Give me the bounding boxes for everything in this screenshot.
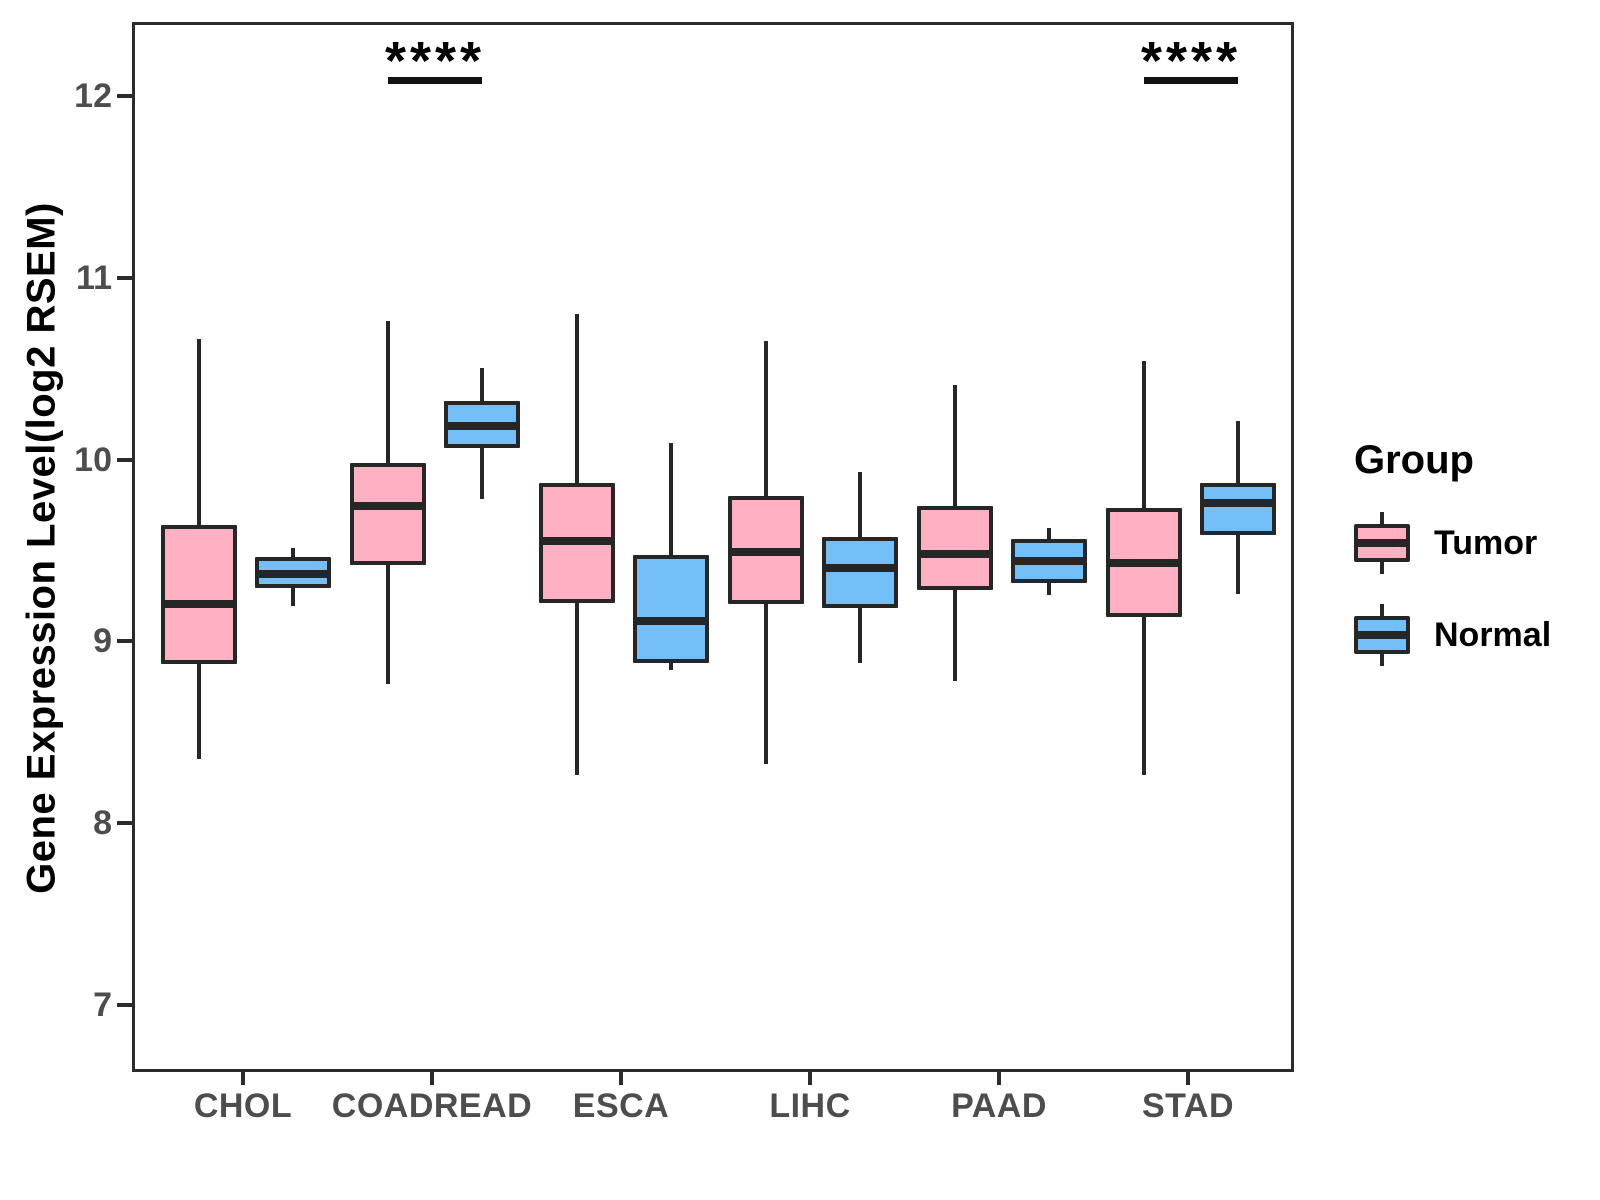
median-esca-tumor <box>539 536 615 545</box>
legend: Group Tumor Normal <box>1354 438 1551 667</box>
median-lihc-normal <box>822 564 898 573</box>
x-tick-label-paad: PAAD <box>951 1087 1047 1125</box>
x-tick-coadread <box>430 1072 434 1085</box>
y-tick-label-10: 10 <box>74 440 112 479</box>
box-esca-normal <box>633 555 709 663</box>
legend-label-tumor: Tumor <box>1434 523 1538 562</box>
y-tick-label-9: 9 <box>93 622 112 661</box>
median-paad-tumor <box>917 549 993 558</box>
key-median <box>1354 539 1410 547</box>
y-tick-11 <box>117 276 132 281</box>
sig-label-stad: **** <box>1140 31 1242 91</box>
legend-entry-normal: Normal <box>1354 603 1551 667</box>
x-tick-paad <box>997 1072 1001 1085</box>
sig-label-coadread: **** <box>384 31 486 91</box>
x-tick-stad <box>1186 1072 1190 1085</box>
x-tick-label-chol: CHOL <box>193 1087 293 1125</box>
x-tick-esca <box>619 1072 623 1085</box>
x-tick-label-esca: ESCA <box>572 1087 670 1125</box>
median-stad-normal <box>1200 498 1276 507</box>
box-stad-normal <box>1200 482 1276 536</box>
median-lihc-tumor <box>728 547 804 556</box>
plot-panel: **** **** <box>132 22 1294 1072</box>
legend-title: Group <box>1354 438 1474 482</box>
x-tick-label-stad: STAD <box>1141 1087 1235 1125</box>
y-tick-label-12: 12 <box>74 77 112 116</box>
box-coadread-tumor <box>350 462 426 565</box>
key-median <box>1354 631 1410 639</box>
x-tick-label-lihc: LIHC <box>769 1087 851 1125</box>
legend-entry-tumor: Tumor <box>1354 511 1551 575</box>
y-tick-label-11: 11 <box>76 259 112 298</box>
y-tick-12 <box>117 94 132 99</box>
median-stad-tumor <box>1106 558 1182 567</box>
median-paad-normal <box>1011 556 1087 565</box>
median-coadread-normal <box>444 422 520 431</box>
y-tick-10 <box>117 457 132 462</box>
y-tick-9 <box>117 639 132 644</box>
box-chol-tumor <box>161 524 237 665</box>
median-chol-normal <box>255 569 331 578</box>
sig-bar-stad <box>1144 77 1238 84</box>
legend-label-normal: Normal <box>1434 615 1552 654</box>
median-chol-tumor <box>161 600 237 609</box>
box-paad-tumor <box>917 506 993 590</box>
x-tick-label-coadread: COADREAD <box>331 1087 533 1125</box>
y-tick-8 <box>117 821 132 826</box>
tumor-boxplot-key-icon <box>1354 511 1410 575</box>
y-tick-label-7: 7 <box>93 985 112 1024</box>
median-esca-normal <box>633 616 709 625</box>
median-coadread-tumor <box>350 502 426 511</box>
sig-bar-coadread <box>388 77 482 84</box>
y-tick-label-8: 8 <box>93 804 112 843</box>
x-tick-chol <box>241 1072 245 1085</box>
y-axis-title: Gene Expression Level(log2 RSEM) <box>19 202 64 894</box>
y-tick-7 <box>117 1002 132 1007</box>
normal-boxplot-key-icon <box>1354 603 1410 667</box>
x-tick-lihc <box>808 1072 812 1085</box>
box-lihc-normal <box>822 537 898 609</box>
